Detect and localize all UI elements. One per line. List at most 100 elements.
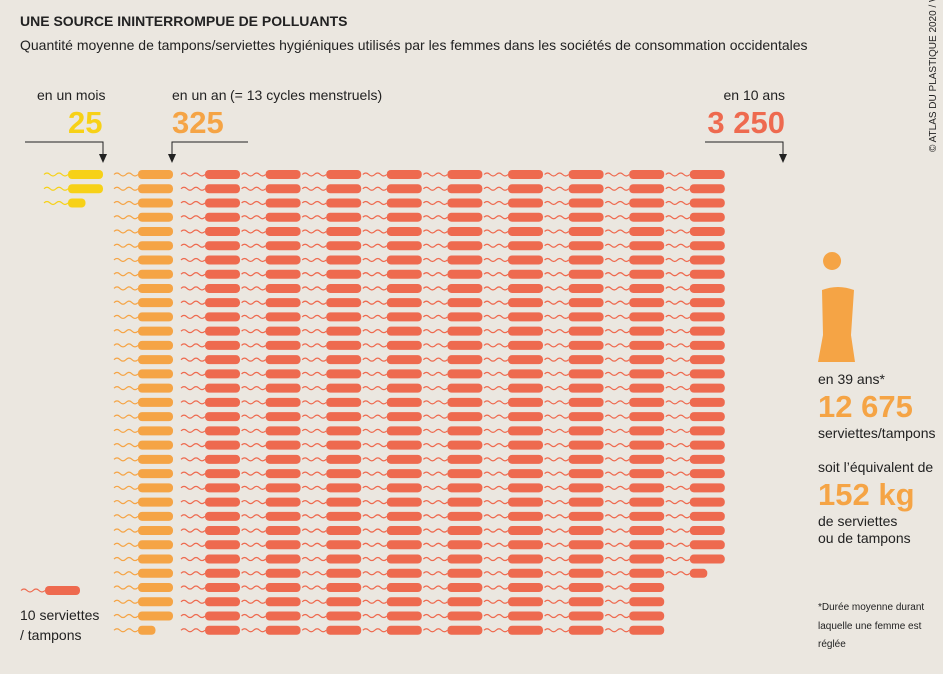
string (665, 528, 691, 533)
string (301, 528, 327, 533)
icon (326, 212, 362, 222)
string (301, 542, 327, 547)
string (604, 215, 630, 220)
string (422, 172, 448, 177)
icon (205, 597, 240, 607)
string (241, 186, 267, 191)
icon (386, 568, 422, 578)
string (544, 286, 570, 291)
string (604, 300, 630, 305)
icon (205, 198, 240, 208)
string (113, 628, 139, 633)
string (180, 457, 206, 462)
icon (326, 369, 362, 379)
icon (138, 312, 173, 322)
icon (205, 397, 240, 407)
string (665, 357, 691, 362)
string (422, 272, 448, 277)
icon (138, 383, 173, 393)
icon (689, 283, 725, 293)
icon (689, 326, 725, 336)
icon (386, 397, 422, 407)
icon (568, 198, 604, 208)
arrow-heads (99, 154, 787, 163)
icon (138, 184, 173, 194)
string (113, 229, 139, 234)
string (422, 443, 448, 448)
string (113, 300, 139, 305)
string (422, 286, 448, 291)
icon (265, 184, 301, 194)
icon (138, 583, 173, 593)
string (362, 300, 388, 305)
string (422, 585, 448, 590)
string (180, 314, 206, 320)
string (241, 229, 267, 234)
icon (508, 226, 543, 236)
period-label: en un an (172, 87, 227, 103)
icon (568, 355, 604, 365)
string (422, 613, 448, 619)
string (544, 628, 570, 633)
icon (265, 511, 301, 521)
string (483, 386, 509, 391)
string (604, 329, 630, 334)
string (362, 528, 388, 533)
period-value: 3 250 (707, 105, 785, 140)
icon (568, 184, 604, 194)
icon (568, 383, 604, 393)
string (422, 215, 448, 220)
string (362, 329, 388, 334)
string (422, 357, 448, 362)
string (362, 628, 388, 633)
icon (629, 340, 665, 350)
string (604, 428, 630, 433)
legend-label: 10 serviettes (20, 607, 99, 623)
string (113, 186, 139, 191)
string (113, 428, 139, 433)
icon (326, 170, 362, 179)
icon (689, 298, 725, 308)
string (604, 257, 630, 263)
icon (568, 241, 604, 251)
icon (386, 283, 422, 293)
icon (689, 355, 725, 365)
string (241, 499, 267, 505)
icon (205, 212, 240, 222)
string (180, 628, 206, 633)
string (301, 613, 327, 619)
string (604, 272, 630, 277)
icon (386, 298, 422, 308)
icon (447, 483, 483, 493)
string (180, 414, 206, 419)
icon (689, 397, 725, 407)
string (604, 186, 630, 191)
string (483, 257, 509, 263)
string (544, 485, 570, 490)
string (113, 400, 139, 405)
icon (205, 312, 240, 322)
string (241, 286, 267, 291)
string (241, 172, 267, 177)
string (604, 485, 630, 490)
string (113, 329, 139, 334)
string (180, 243, 206, 248)
icon (447, 583, 483, 593)
icon (689, 184, 725, 194)
string (665, 556, 691, 562)
string (180, 471, 206, 476)
icon (568, 611, 604, 621)
string (113, 257, 139, 263)
icon (265, 312, 301, 322)
icon (568, 469, 604, 479)
string (113, 371, 139, 376)
string (544, 215, 570, 220)
icon (568, 625, 604, 635)
icon (205, 283, 240, 293)
string (301, 414, 327, 419)
period-value: 25 (68, 105, 102, 140)
string (241, 528, 267, 533)
icon (68, 184, 103, 194)
string (483, 485, 509, 490)
lifetime-total: 12 675 (818, 389, 913, 424)
